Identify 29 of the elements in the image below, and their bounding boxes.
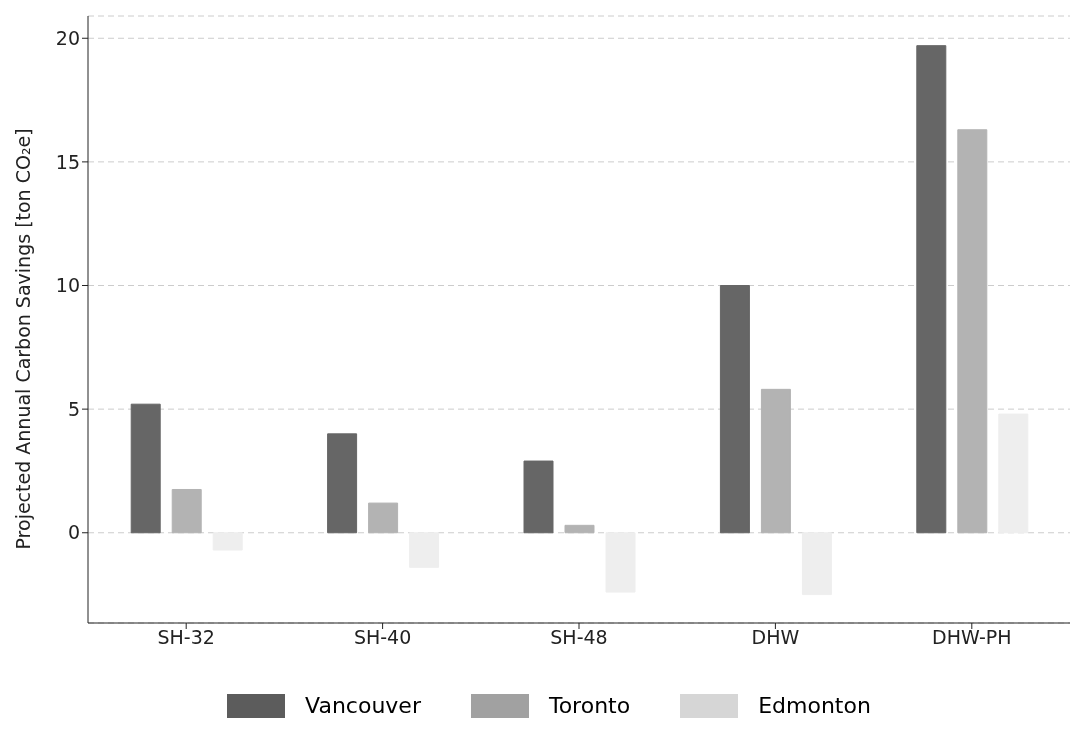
x-tick-label: SH-32 bbox=[157, 626, 215, 649]
bar bbox=[605, 532, 636, 593]
y-tick-label: 15 bbox=[55, 150, 80, 173]
x-tick-label: SH-48 bbox=[550, 626, 608, 649]
bar bbox=[523, 460, 554, 534]
bar bbox=[719, 285, 750, 534]
bar bbox=[998, 413, 1029, 534]
bar bbox=[130, 403, 161, 534]
bar bbox=[409, 532, 440, 568]
bar bbox=[801, 532, 832, 596]
y-axis-title: Projected Annual Carbon Savings [ton CO₂e] bbox=[11, 128, 34, 550]
bar bbox=[564, 524, 595, 534]
x-tick-label: DHW bbox=[751, 626, 800, 649]
bar bbox=[957, 129, 988, 534]
y-tick-label: 20 bbox=[55, 27, 80, 49]
bar bbox=[760, 388, 791, 534]
bar bbox=[916, 45, 947, 534]
y-tick-label: 0 bbox=[67, 521, 80, 544]
legend-label: Toronto bbox=[548, 693, 631, 718]
bar bbox=[212, 532, 243, 551]
bar bbox=[171, 488, 202, 534]
y-tick-label: 10 bbox=[55, 274, 80, 297]
bar bbox=[368, 502, 399, 534]
legend-label: Vancouver bbox=[305, 693, 421, 718]
y-tick-label: 5 bbox=[67, 397, 80, 420]
bar bbox=[327, 433, 358, 534]
x-tick-label: SH-40 bbox=[353, 626, 412, 649]
legend-label: Edmonton bbox=[758, 693, 871, 718]
x-tick-label: DHW-PH bbox=[932, 626, 1012, 649]
